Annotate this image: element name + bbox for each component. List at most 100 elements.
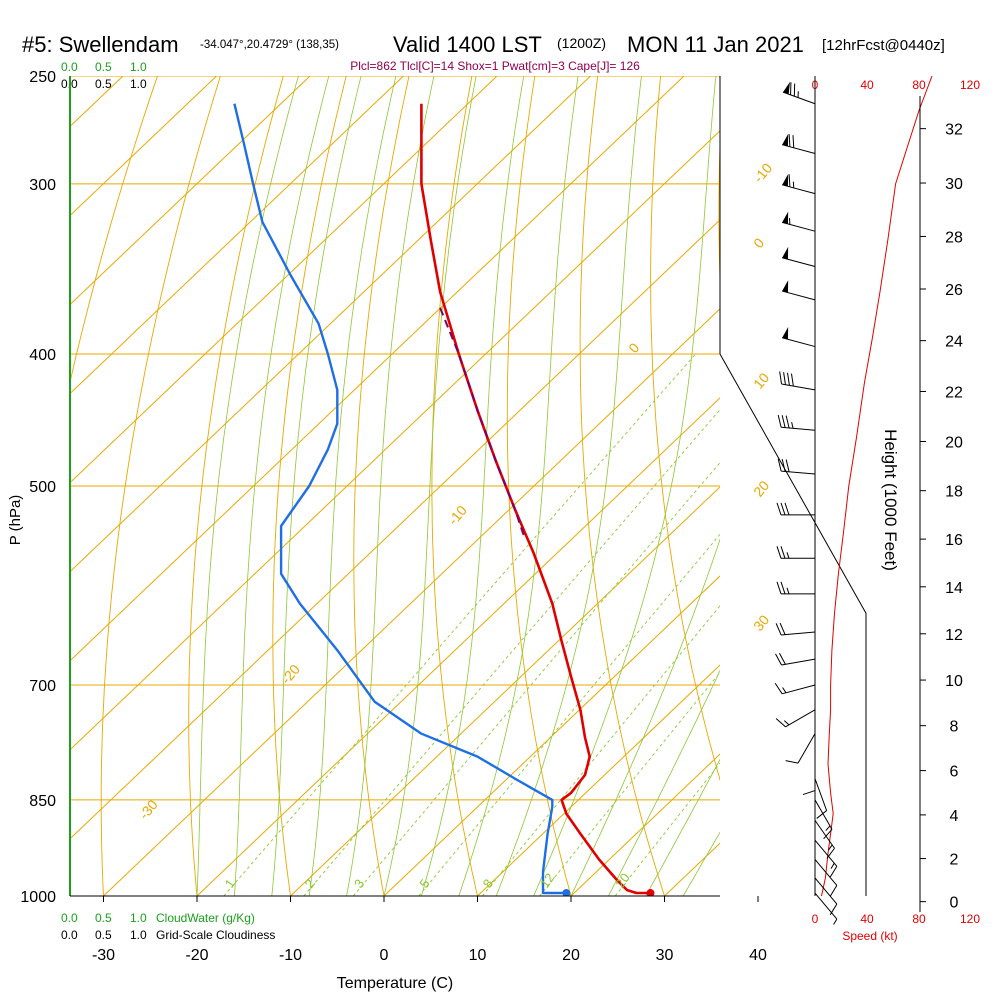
wind-barb-full <box>781 415 786 428</box>
speed-tick-top: 40 <box>860 78 874 92</box>
isotherm-line <box>852 76 1000 896</box>
wind-barb-full <box>777 458 782 472</box>
temperature-trace <box>420 103 651 895</box>
wind-barb <box>802 756 816 796</box>
dry-adiabat <box>579 76 665 896</box>
wind-barb-full <box>781 459 786 472</box>
wind-barb-full <box>778 652 786 665</box>
wind-barb-full <box>779 371 783 385</box>
wind-barb-staff <box>814 839 838 867</box>
wind-barb-pennant <box>782 211 789 224</box>
height-tick-label: 32 <box>945 122 963 139</box>
background-grid <box>70 76 1000 896</box>
wind-barb-staff <box>782 337 816 348</box>
x-tick-label: 0 <box>380 947 389 964</box>
wind-barb <box>782 326 816 348</box>
valid-time: Valid 1400 LST <box>393 32 542 57</box>
pressure-tick-label: 500 <box>29 479 56 496</box>
x-tick-label: 30 <box>656 947 674 964</box>
valid-date: MON 11 Jan 2021 <box>627 32 804 57</box>
wind-barb <box>776 546 815 559</box>
wind-barb-staff <box>782 144 816 154</box>
height-tick-label: 0 <box>950 895 959 912</box>
wind-barb <box>782 81 816 105</box>
wind-barb-full <box>775 623 782 636</box>
surface-temperature-marker <box>646 889 655 896</box>
wind-speed-line <box>821 75 933 897</box>
wind-barb-full <box>788 174 791 187</box>
wind-barb-pennant <box>782 326 789 340</box>
isotherm-label: -10 <box>445 502 470 528</box>
wind-barb-pennant <box>782 246 789 260</box>
mixing-ratio-label: 5 <box>416 876 432 891</box>
parcel-trace <box>439 307 526 538</box>
mixing-ratio-line <box>481 605 720 896</box>
wind-barb-full <box>788 134 791 147</box>
isotherm-line <box>70 76 311 306</box>
pressure-tick-label: 400 <box>29 347 56 364</box>
isotherm-line <box>477 664 720 896</box>
wind-barb-staff <box>797 733 816 764</box>
isotherm-label: 30 <box>750 612 772 634</box>
wind-barb <box>775 622 816 636</box>
mixing-ratio-label: 12 <box>537 870 558 890</box>
wind-barb-full <box>784 502 790 516</box>
height-tick-label: 2 <box>950 852 959 869</box>
isotherm-line <box>70 76 685 662</box>
height-tick-label: 18 <box>945 484 963 501</box>
height-tick-label: 24 <box>945 334 963 351</box>
wind-barb-full <box>787 372 790 386</box>
wind-barb-staff <box>782 290 816 301</box>
isotherm-label: 0 <box>625 340 642 356</box>
isotherm-label: -10 <box>750 160 775 186</box>
zulu-time: (1200Z) <box>557 35 606 51</box>
sounding-traces <box>233 103 655 896</box>
isotherm-line <box>70 76 591 573</box>
wind-barb <box>814 892 838 925</box>
height-tick-label: 20 <box>945 434 963 451</box>
surface-dewpoint-marker <box>562 889 571 896</box>
height-tick-label: 6 <box>950 764 959 781</box>
wind-barb-full <box>790 82 792 95</box>
wind-barb-half <box>786 587 790 595</box>
dry-adiabat <box>785 76 945 896</box>
wind-barb <box>814 778 828 819</box>
wind-barb-full <box>775 718 786 728</box>
wind-barb-full <box>823 828 833 840</box>
height-tick-label: 28 <box>945 229 963 246</box>
wind-barb-full <box>776 546 782 559</box>
height-tick-label: 8 <box>950 719 959 736</box>
isotherm-label: 10 <box>750 369 772 391</box>
wind-barb-half <box>783 720 790 726</box>
cloudwater-tick-bottom: 0.5 <box>95 911 112 925</box>
speed-tick-bottom: 80 <box>912 912 926 926</box>
wind-barb-pennant <box>782 174 789 187</box>
station-title: #5: Swellendam <box>22 32 179 57</box>
mixing-ratio-label: 3 <box>351 876 367 891</box>
wind-barb-full <box>829 903 838 916</box>
wind-barb <box>776 581 815 595</box>
x-tick-label: 20 <box>562 947 580 964</box>
height-tick-label: 12 <box>945 627 963 644</box>
wind-barb <box>776 502 815 516</box>
isotherm-line <box>383 575 720 896</box>
pressure-tick-label: 850 <box>29 793 56 810</box>
wind-barb-full <box>816 810 827 819</box>
wind-barb-full <box>802 790 816 796</box>
speed-tick-bottom: 40 <box>860 912 874 926</box>
height-tick-label: 14 <box>945 580 963 597</box>
wind-barb-full <box>792 135 795 148</box>
wind-barb-staff <box>785 709 816 728</box>
wind-barb-full <box>790 373 794 387</box>
wind-barb-staff <box>782 91 816 105</box>
speed-tick-bottom: 120 <box>960 912 980 926</box>
height-tick-label: 22 <box>945 384 963 401</box>
wind-barb-full <box>829 885 838 897</box>
wind-barb-full <box>785 415 790 429</box>
isotherm-line <box>196 397 720 896</box>
height-tick-label: 30 <box>945 176 963 193</box>
cloudiness-tick-bottom: 1.0 <box>130 928 147 942</box>
pressure-tick-label: 250 <box>29 69 56 86</box>
